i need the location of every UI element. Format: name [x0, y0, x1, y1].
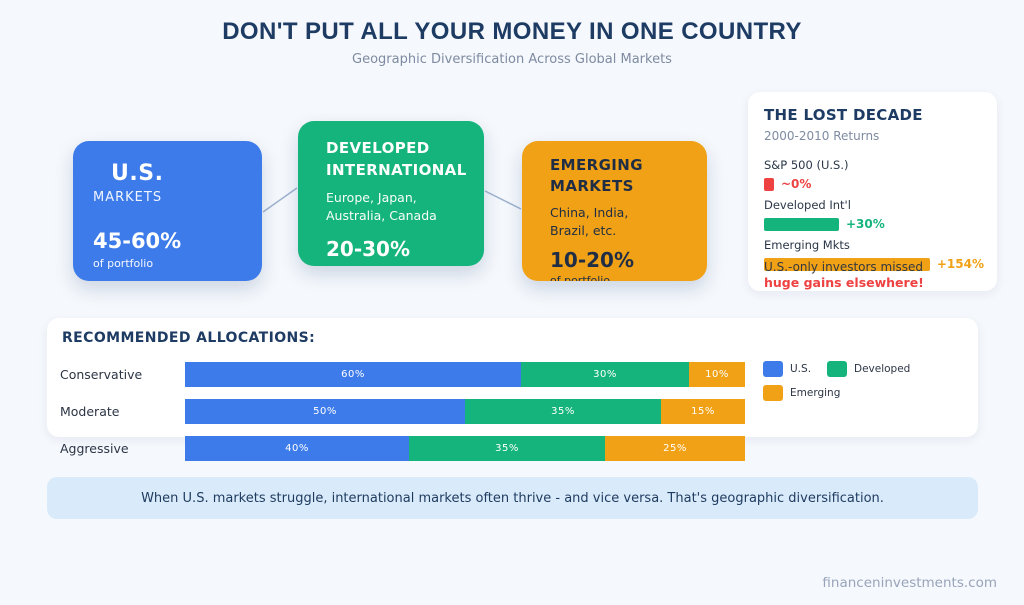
lost-decade-bar-value: +154%	[936, 257, 984, 271]
emerging-card-title: EMERGING	[550, 156, 643, 174]
lost-decade-bar-label: Emerging Mkts	[764, 238, 850, 252]
legend-item-developed: Developed	[827, 361, 910, 377]
lost-decade-bar	[764, 257, 930, 271]
emerging-card-caption: of portfolio	[550, 274, 611, 281]
emerging-card-detail-line1: China, India,	[550, 205, 629, 220]
allocations-title: RECOMMENDED ALLOCATIONS:	[62, 330, 316, 346]
alloc-segment-emerging: 10%	[689, 362, 745, 387]
legend-swatch	[763, 385, 783, 401]
page-title: DON'T PUT ALL YOUR MONEY IN ONE COUNTRY	[222, 18, 802, 45]
allocation-stacked-bar: 60% 30% 10%	[185, 362, 745, 387]
lost-decade-note-line2: huge gains elsewhere!	[764, 275, 924, 290]
allocation-row: Moderate 50% 35% 15%	[60, 399, 960, 424]
developed-card-detail-line2: Australia, Canada	[326, 208, 437, 223]
alloc-segment-label: 50%	[313, 406, 337, 417]
allocation-stacked-bar: 50% 35% 15%	[185, 399, 745, 424]
lost-decade-bar-row: ~0%	[764, 177, 984, 191]
alloc-segment-label: 40%	[285, 443, 309, 454]
lost-decade-title: THE LOST DECADE	[764, 106, 923, 124]
us-card-subtitle: MARKETS	[93, 190, 163, 205]
developed-card-title: DEVELOPED	[326, 139, 430, 157]
alloc-segment-emerging: 25%	[605, 436, 745, 461]
alloc-segment-label: 35%	[551, 406, 575, 417]
emerging-card-detail: China, India, Brazil, etc.	[550, 204, 691, 240]
lost-decade-bar-row: +30%	[764, 217, 984, 231]
alloc-segment-label: 30%	[593, 369, 617, 380]
lost-decade-bar-group: Developed Int'l +30%	[764, 198, 984, 231]
developed-card-range: 20-30%	[326, 237, 411, 261]
lost-decade-bar-label: Developed Int'l	[764, 198, 851, 212]
lost-decade-bar-label: S&P 500 (U.S.)	[764, 158, 849, 172]
lost-decade-bars: S&P 500 (U.S.) ~0% Developed Int'l +30% Emer…	[764, 158, 984, 278]
lost-decade-bar-group: S&P 500 (U.S.) ~0%	[764, 158, 984, 191]
lost-decade-bar-value: +30%	[846, 217, 885, 231]
us-markets-card: U.S. MARKETS 45-60% of portfolio	[73, 141, 262, 281]
lost-decade-bar-value: ~0%	[781, 177, 812, 191]
alloc-segment-us: 40%	[185, 436, 409, 461]
legend-label: Emerging	[790, 387, 841, 399]
alloc-segment-developed: 35%	[465, 399, 661, 424]
footer-website: financeninvestments.com	[822, 575, 997, 591]
lost-decade-bar	[764, 217, 839, 231]
allocation-row: Conservative 60% 30% 10%	[60, 362, 960, 387]
emerging-card-range: 10-20%	[550, 248, 635, 272]
legend-label: U.S.	[790, 363, 812, 375]
developed-international-card: DEVELOPED INTERNATIONAL Europe, Japan, A…	[298, 121, 484, 266]
lost-decade-subtitle: 2000-2010 Returns	[764, 129, 880, 143]
connector-us-developed	[262, 187, 298, 213]
emerging-markets-card: EMERGING MARKETS China, India, Brazil, e…	[522, 141, 707, 281]
callout-text: When U.S. markets struggle, internationa…	[141, 490, 884, 506]
developed-card-subtitle: INTERNATIONAL	[326, 161, 467, 179]
alloc-segment-label: 35%	[495, 443, 519, 454]
alloc-segment-us: 60%	[185, 362, 521, 387]
legend-item-us: U.S.	[763, 361, 811, 377]
us-card-caption: of portfolio	[93, 257, 154, 270]
alloc-segment-label: 25%	[663, 443, 687, 454]
developed-card-detail-line1: Europe, Japan,	[326, 190, 417, 205]
legend-swatch	[763, 361, 783, 377]
allocations-rows: Conservative 60% 30% 10% Moderate 50% 35% 15% Ag…	[60, 362, 960, 473]
allocation-row-label: Moderate	[60, 404, 120, 419]
page-subtitle: Geographic Diversification Across Global…	[352, 52, 672, 67]
alloc-segment-label: 60%	[341, 369, 365, 380]
lost-decade-panel: THE LOST DECADE 2000-2010 Returns S&P 50…	[748, 92, 997, 291]
lost-decade-note-line1: U.S.-only investors missed	[764, 260, 924, 274]
allocation-stacked-bar: 40% 35% 25%	[185, 436, 745, 461]
us-card-title: U.S.	[111, 161, 164, 186]
emerging-card-subtitle: MARKETS	[550, 177, 634, 195]
alloc-segment-developed: 30%	[521, 362, 689, 387]
lost-decade-bar-row: +154%	[764, 257, 984, 271]
connector-developed-emerging	[484, 190, 522, 210]
legend-item-emerging: Emerging	[763, 385, 840, 401]
lost-decade-bar-group: Emerging Mkts +154%	[764, 238, 984, 271]
alloc-segment-label: 10%	[705, 369, 729, 380]
alloc-segment-label: 15%	[691, 406, 715, 417]
developed-card-caption: of portfolio	[326, 264, 468, 266]
legend-swatch	[827, 361, 847, 377]
emerging-card-detail-line2: Brazil, etc.	[550, 223, 617, 238]
alloc-segment-emerging: 15%	[661, 399, 745, 424]
alloc-segment-developed: 35%	[409, 436, 605, 461]
allocation-row: Aggressive 40% 35% 25%	[60, 436, 960, 461]
legend-label: Developed	[854, 363, 911, 375]
alloc-segment-us: 50%	[185, 399, 465, 424]
lost-decade-bar	[764, 177, 774, 191]
diversification-callout: When U.S. markets struggle, internationa…	[47, 477, 978, 519]
us-card-range: 45-60%	[93, 229, 182, 253]
developed-card-detail: Europe, Japan, Australia, Canada	[326, 189, 468, 225]
allocation-row-label: Aggressive	[60, 441, 129, 456]
allocation-row-label: Conservative	[60, 367, 143, 382]
